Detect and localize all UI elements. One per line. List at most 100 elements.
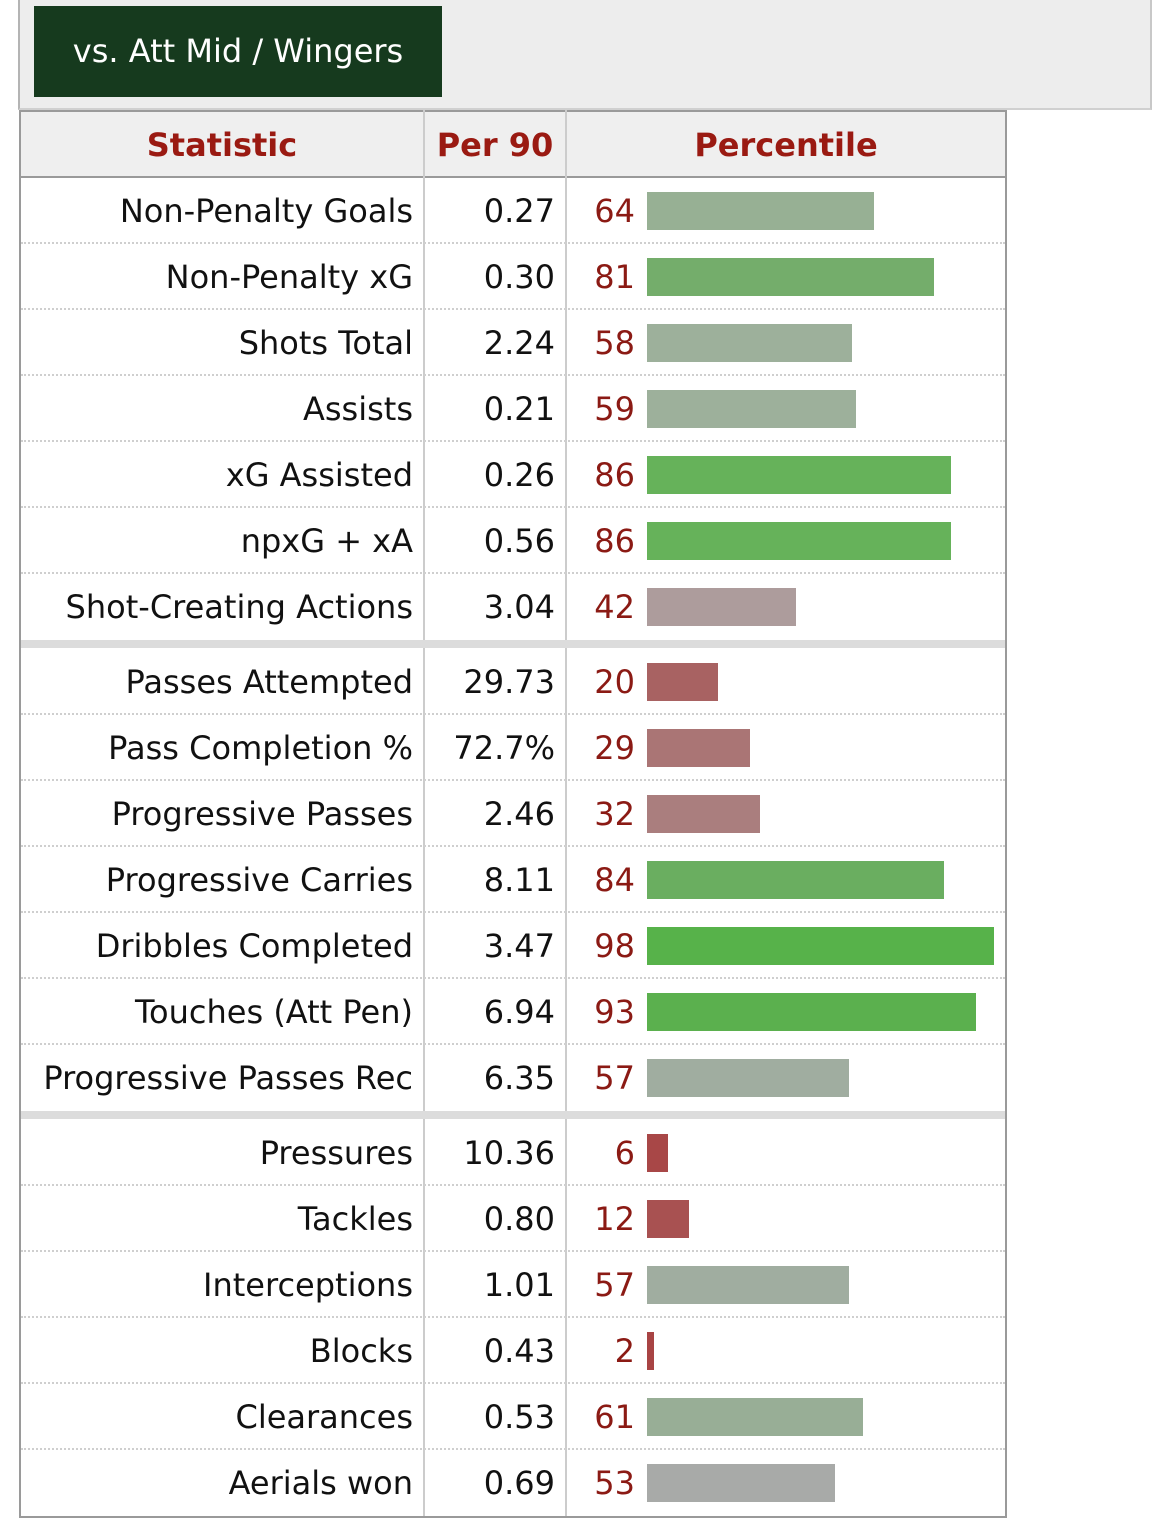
percentile-value: 6	[614, 1134, 635, 1172]
per90-value: 0.27	[483, 192, 555, 230]
per90-value: 0.21	[483, 390, 555, 428]
statistic-name: Pass Completion %	[108, 729, 413, 767]
per90-value: 3.47	[483, 927, 555, 965]
per90-value: 1.01	[483, 1266, 555, 1304]
row-divider	[21, 1250, 1005, 1252]
statistic-name: Shots Total	[238, 324, 413, 362]
per90-value: 3.04	[483, 588, 555, 626]
row-divider	[21, 308, 1005, 310]
row-divider	[21, 1043, 1005, 1045]
row-divider	[21, 1316, 1005, 1318]
percentile-bar	[647, 1134, 668, 1172]
per90-value: 2.24	[483, 324, 555, 362]
percentile-bar	[647, 1398, 863, 1436]
percentile-value: 32	[594, 795, 635, 833]
percentile-value: 61	[594, 1398, 635, 1436]
statistic-name: Aerials won	[228, 1464, 413, 1502]
percentile-value: 29	[594, 729, 635, 767]
row-divider	[21, 911, 1005, 913]
row-divider	[21, 713, 1005, 715]
percentile-value: 58	[594, 324, 635, 362]
percentile-bar	[647, 663, 718, 701]
table-row: Progressive Passes Rec 6.35 57	[21, 1045, 1005, 1111]
percentile-value: 42	[594, 588, 635, 626]
percentile-bar	[647, 993, 976, 1031]
tab-bar: vs. Att Mid / Wingers	[18, 0, 1152, 110]
percentile-value: 81	[594, 258, 635, 296]
percentile-value: 57	[594, 1266, 635, 1304]
percentile-bar	[647, 192, 874, 230]
statistic-name: Progressive Passes	[111, 795, 413, 833]
per90-value: 0.53	[483, 1398, 555, 1436]
row-divider	[21, 440, 1005, 442]
table-row: Passes Attempted 29.73 20	[21, 649, 1005, 715]
statistic-name: Non-Penalty xG	[165, 258, 413, 296]
per90-value: 0.80	[483, 1200, 555, 1238]
percentile-bar	[647, 1464, 835, 1502]
per90-value: 0.43	[483, 1332, 555, 1370]
table-row: Tackles 0.80 12	[21, 1186, 1005, 1252]
column-header-percentile[interactable]: Percentile	[694, 126, 878, 164]
percentile-value: 20	[594, 663, 635, 701]
statistic-name: Touches (Att Pen)	[134, 993, 413, 1031]
row-divider	[21, 1448, 1005, 1450]
column-header-per90[interactable]: Per 90	[436, 126, 554, 164]
per90-value: 2.46	[483, 795, 555, 833]
statistic-name: Interceptions	[203, 1266, 413, 1304]
statistic-name: Blocks	[309, 1332, 413, 1370]
percentile-bar	[647, 1059, 849, 1097]
table-row: Pass Completion % 72.7% 29	[21, 715, 1005, 781]
statistic-name: Progressive Passes Rec	[43, 1059, 413, 1097]
percentile-value: 93	[594, 993, 635, 1031]
column-header-statistic[interactable]: Statistic	[146, 126, 298, 164]
table-row: Interceptions 1.01 57	[21, 1252, 1005, 1318]
per90-value: 10.36	[463, 1134, 555, 1172]
table-row: Pressures 10.36 6	[21, 1120, 1005, 1186]
table-row: Assists 0.21 59	[21, 376, 1005, 442]
per90-value: 0.30	[483, 258, 555, 296]
statistic-name: Pressures	[259, 1134, 413, 1172]
percentile-bar	[647, 324, 852, 362]
statistic-name: Progressive Carries	[105, 861, 413, 899]
table-row: Progressive Passes 2.46 32	[21, 781, 1005, 847]
percentile-bar	[647, 258, 934, 296]
table-row: Non-Penalty Goals 0.27 64	[21, 178, 1005, 244]
percentile-value: 53	[594, 1464, 635, 1502]
percentile-bar	[647, 456, 951, 494]
table-row: npxG + xA 0.56 86	[21, 508, 1005, 574]
per90-value: 6.35	[483, 1059, 555, 1097]
statistic-name: xG Assisted	[225, 456, 413, 494]
percentile-bar	[647, 1200, 689, 1238]
percentile-value: 98	[594, 927, 635, 965]
statistic-name: Shot-Creating Actions	[65, 588, 413, 626]
tab-att-mid-wingers[interactable]: vs. Att Mid / Wingers	[34, 6, 442, 97]
table-row: Dribbles Completed 3.47 98	[21, 913, 1005, 979]
row-divider	[21, 779, 1005, 781]
percentile-bar	[647, 1266, 849, 1304]
percentile-value: 86	[594, 522, 635, 560]
percentile-bar	[647, 861, 944, 899]
percentile-value: 12	[594, 1200, 635, 1238]
percentile-bar	[647, 729, 750, 767]
row-divider	[21, 506, 1005, 508]
per90-value: 0.26	[483, 456, 555, 494]
statistic-name: Assists	[302, 390, 413, 428]
per90-value: 6.94	[483, 993, 555, 1031]
percentile-bar	[647, 390, 856, 428]
table-row: xG Assisted 0.26 86	[21, 442, 1005, 508]
row-divider	[21, 845, 1005, 847]
row-divider	[21, 242, 1005, 244]
percentile-value: 57	[594, 1059, 635, 1097]
column-divider	[565, 110, 567, 1516]
percentile-value: 59	[594, 390, 635, 428]
column-divider	[423, 110, 425, 1516]
statistic-name: Passes Attempted	[125, 663, 413, 701]
table-row: Clearances 0.53 61	[21, 1384, 1005, 1450]
percentile-value: 2	[614, 1332, 635, 1370]
statistic-name: npxG + xA	[240, 522, 413, 560]
percentile-bar	[647, 927, 994, 965]
table-row: Non-Penalty xG 0.30 81	[21, 244, 1005, 310]
percentile-bar	[647, 588, 796, 626]
table-header: Statistic Per 90 Percentile	[21, 110, 1005, 178]
percentile-value: 84	[594, 861, 635, 899]
